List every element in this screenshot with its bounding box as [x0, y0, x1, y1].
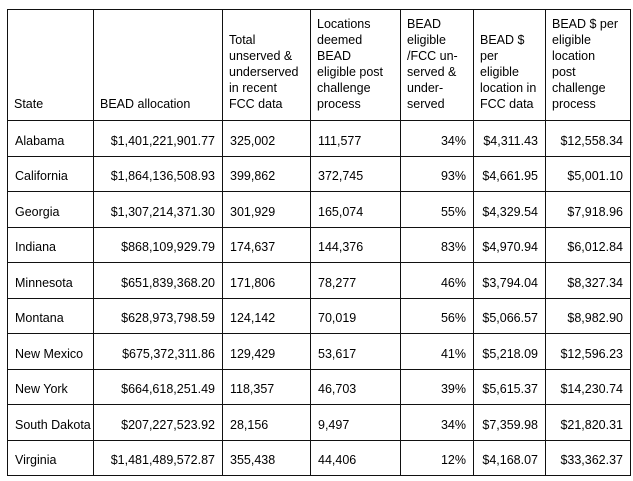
table-row: Virginia $1,481,489,572.87 355,438 44,406 12…: [7, 439, 631, 476]
cell-state: Indiana: [7, 226, 94, 263]
cell-bead-allocation: $628,973,798.59: [93, 297, 223, 334]
cell-bead-per-location-fcc: $5,615.37: [473, 368, 546, 405]
cell-locations-bead-eligible-post-challenge: 9,497: [310, 404, 401, 441]
cell-bead-allocation: $868,109,929.79: [93, 226, 223, 263]
cell-bead-allocation: $1,864,136,508.93: [93, 155, 223, 192]
cell-total-unserved-underserved-fcc: 301,929: [222, 191, 311, 228]
cell-state: South Dakota: [7, 404, 94, 441]
cell-bead-per-location-fcc: $4,329.54: [473, 191, 546, 228]
cell-bead-eligible-pct: 41%: [400, 333, 474, 370]
column-header-bead-eligible-pct: BEAD eligible /FCC un- served & under- s…: [400, 9, 474, 121]
cell-bead-per-location-post-challenge: $12,596.23: [545, 333, 631, 370]
table-row: California $1,864,136,508.93 399,862 372,74…: [7, 155, 631, 192]
cell-bead-per-location-post-challenge: $33,362.37: [545, 439, 631, 476]
cell-total-unserved-underserved-fcc: 325,002: [222, 120, 311, 157]
cell-bead-allocation: $1,401,221,901.77: [93, 120, 223, 157]
cell-bead-per-location-post-challenge: $8,327.34: [545, 262, 631, 299]
table-body: Alabama $1,401,221,901.77 325,002 111,577 34…: [7, 120, 631, 476]
cell-bead-per-location-fcc: $5,066.57: [473, 297, 546, 334]
cell-bead-eligible-pct: 83%: [400, 226, 474, 263]
cell-bead-per-location-post-challenge: $5,001.10: [545, 155, 631, 192]
cell-bead-allocation: $651,839,368.20: [93, 262, 223, 299]
cell-locations-bead-eligible-post-challenge: 46,703: [310, 368, 401, 405]
cell-state: Georgia: [7, 191, 94, 228]
cell-bead-per-location-fcc: $4,311.43: [473, 120, 546, 157]
cell-bead-eligible-pct: 12%: [400, 439, 474, 476]
cell-state: Alabama: [7, 120, 94, 157]
cell-locations-bead-eligible-post-challenge: 44,406: [310, 439, 401, 476]
cell-bead-allocation: $207,227,523.92: [93, 404, 223, 441]
cell-bead-per-location-post-challenge: $14,230.74: [545, 368, 631, 405]
column-header-bead-per-location-post-challenge: BEAD $ per eligible location post challe…: [545, 9, 631, 121]
cell-bead-per-location-post-challenge: $12,558.34: [545, 120, 631, 157]
cell-locations-bead-eligible-post-challenge: 165,074: [310, 191, 401, 228]
cell-total-unserved-underserved-fcc: 124,142: [222, 297, 311, 334]
cell-bead-per-location-fcc: $5,218.09: [473, 333, 546, 370]
table-row: Minnesota $651,839,368.20 171,806 78,277 46%…: [7, 262, 631, 299]
cell-bead-per-location-post-challenge: $21,820.31: [545, 404, 631, 441]
cell-bead-eligible-pct: 39%: [400, 368, 474, 405]
cell-state: New Mexico: [7, 333, 94, 370]
table-row: South Dakota $207,227,523.92 28,156 9,497 34…: [7, 404, 631, 441]
cell-bead-per-location-fcc: $3,794.04: [473, 262, 546, 299]
cell-total-unserved-underserved-fcc: 118,357: [222, 368, 311, 405]
cell-bead-eligible-pct: 34%: [400, 404, 474, 441]
cell-bead-per-location-fcc: $4,970.94: [473, 226, 546, 263]
cell-bead-allocation: $664,618,251.49: [93, 368, 223, 405]
table-row: New Mexico $675,372,311.86 129,429 53,617 41…: [7, 333, 631, 370]
cell-total-unserved-underserved-fcc: 28,156: [222, 404, 311, 441]
cell-state: Virginia: [7, 439, 94, 476]
column-header-total-unserved-underserved-fcc: Total unserved & underserved in recent F…: [222, 9, 311, 121]
cell-total-unserved-underserved-fcc: 174,637: [222, 226, 311, 263]
table-header: State BEAD allocation Total unserved & u…: [7, 9, 631, 121]
cell-locations-bead-eligible-post-challenge: 53,617: [310, 333, 401, 370]
cell-state: California: [7, 155, 94, 192]
cell-bead-allocation: $1,307,214,371.30: [93, 191, 223, 228]
cell-total-unserved-underserved-fcc: 399,862: [222, 155, 311, 192]
table-row: Indiana $868,109,929.79 174,637 144,376 83% $…: [7, 226, 631, 263]
cell-bead-per-location-fcc: $4,661.95: [473, 155, 546, 192]
cell-bead-eligible-pct: 56%: [400, 297, 474, 334]
cell-bead-eligible-pct: 34%: [400, 120, 474, 157]
cell-bead-per-location-fcc: $7,359.98: [473, 404, 546, 441]
cell-total-unserved-underserved-fcc: 355,438: [222, 439, 311, 476]
column-header-locations-bead-eligible-post-challenge: Locations deemed BEAD eligible post chal…: [310, 9, 401, 121]
cell-bead-eligible-pct: 46%: [400, 262, 474, 299]
cell-bead-eligible-pct: 93%: [400, 155, 474, 192]
table-row: Montana $628,973,798.59 124,142 70,019 56% $5…: [7, 297, 631, 334]
table-row: New York $664,618,251.49 118,357 46,703 39% $…: [7, 368, 631, 405]
cell-state: New York: [7, 368, 94, 405]
table-row: Alabama $1,401,221,901.77 325,002 111,577 34…: [7, 120, 631, 157]
header-row: State BEAD allocation Total unserved & u…: [7, 9, 631, 121]
cell-locations-bead-eligible-post-challenge: 144,376: [310, 226, 401, 263]
cell-bead-eligible-pct: 55%: [400, 191, 474, 228]
cell-bead-allocation: $675,372,311.86: [93, 333, 223, 370]
column-header-state: State: [7, 9, 94, 121]
cell-locations-bead-eligible-post-challenge: 70,019: [310, 297, 401, 334]
column-header-bead-per-location-fcc: BEAD $ per eligible location in FCC data: [473, 9, 546, 121]
cell-locations-bead-eligible-post-challenge: 372,745: [310, 155, 401, 192]
column-header-bead-allocation: BEAD allocation: [93, 9, 223, 121]
cell-locations-bead-eligible-post-challenge: 111,577: [310, 120, 401, 157]
bead-allocation-table: State BEAD allocation Total unserved & u…: [7, 9, 631, 476]
cell-bead-per-location-post-challenge: $7,918.96: [545, 191, 631, 228]
cell-bead-per-location-fcc: $4,168.07: [473, 439, 546, 476]
cell-total-unserved-underserved-fcc: 171,806: [222, 262, 311, 299]
cell-locations-bead-eligible-post-challenge: 78,277: [310, 262, 401, 299]
cell-bead-allocation: $1,481,489,572.87: [93, 439, 223, 476]
cell-total-unserved-underserved-fcc: 129,429: [222, 333, 311, 370]
cell-bead-per-location-post-challenge: $8,982.90: [545, 297, 631, 334]
cell-bead-per-location-post-challenge: $6,012.84: [545, 226, 631, 263]
cell-state: Minnesota: [7, 262, 94, 299]
cell-state: Montana: [7, 297, 94, 334]
table-row: Georgia $1,307,214,371.30 301,929 165,074 55…: [7, 191, 631, 228]
